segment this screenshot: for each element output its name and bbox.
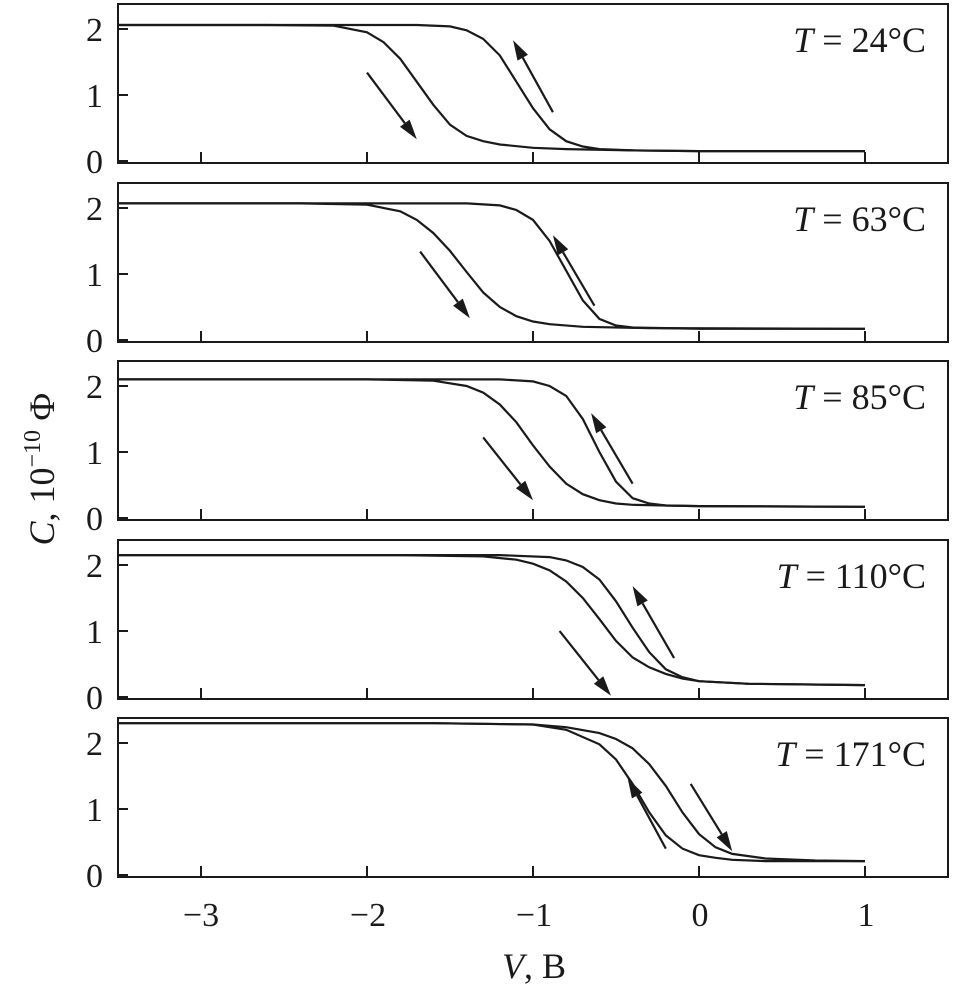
arrow-head: [515, 480, 533, 501]
y-tick-label: 1: [86, 78, 103, 115]
direction-arrow: [366, 71, 417, 140]
series-line: [118, 722, 865, 863]
arrow-shaft: [641, 602, 676, 659]
temperature-symbol: T: [775, 734, 798, 774]
arrow-head: [593, 676, 611, 696]
direction-arrow: [689, 783, 733, 852]
y-tick-label: 2: [86, 12, 103, 49]
arrow-shaft: [482, 436, 522, 486]
temperature-symbol: T: [793, 199, 816, 239]
panel: 0 1 2 T = 110°C: [86, 539, 949, 717]
x-tick-label: 1: [858, 897, 875, 934]
series-line: [118, 23, 865, 153]
y-tick-label: 2: [86, 369, 103, 406]
direction-arrow: [482, 436, 533, 501]
y-tick-label: 2: [86, 548, 103, 585]
x-tick-label: 0: [692, 897, 709, 934]
x-tick-label: −2: [350, 897, 386, 934]
y-tick-label: 1: [86, 614, 103, 651]
panel: 0 1 2 T = 85°C: [86, 360, 949, 538]
temperature-symbol: T: [793, 20, 816, 60]
temperature-symbol: T: [793, 377, 816, 417]
temperature-value: = 85°C: [813, 377, 926, 417]
direction-arrow: [419, 250, 470, 319]
y-tick-label: 2: [86, 726, 103, 763]
direction-arrow: [632, 586, 676, 659]
arrow-shaft: [558, 630, 600, 681]
temperature-label: T = 24°C: [793, 20, 926, 60]
temperature-symbol: T: [777, 556, 800, 596]
panel: 0 1 2 T = 63°C: [86, 182, 949, 360]
x-tick-labels: −3 −2 −1 0 1: [183, 897, 875, 934]
arrow-shaft: [521, 57, 554, 113]
arrow-head: [513, 40, 528, 61]
arrow-head: [627, 778, 643, 799]
temperature-value: = 110°C: [797, 556, 926, 596]
y-tick-label: 0: [86, 680, 103, 717]
arrow-shaft: [689, 783, 723, 835]
temperature-value: = 24°C: [813, 20, 926, 60]
x-axis-symbol: V: [502, 946, 528, 986]
series-line: [118, 722, 866, 863]
arrow-head: [400, 119, 417, 140]
x-axis-label: V, В: [502, 946, 566, 986]
series-line: [118, 202, 866, 330]
temperature-label: T = 85°C: [793, 377, 926, 417]
series-line: [118, 378, 866, 508]
temperature-value: = 171°C: [795, 734, 926, 774]
y-tick-label: 0: [86, 144, 103, 181]
temperature-label: T = 171°C: [775, 734, 926, 774]
series-line: [118, 23, 865, 153]
y-tick-label: 2: [86, 191, 103, 228]
panels-layer: 0 1 2 T = 24°C 0 1 2 T = 63°C 0 1 2 T = 85°C 0 1 2 T = …: [86, 3, 949, 895]
direction-arrow: [627, 778, 667, 850]
panel: 0 1 2 T = 171°C: [86, 717, 949, 895]
y-axis-symbol: C: [22, 521, 62, 546]
arrow-shaft: [636, 795, 667, 850]
direction-arrow: [591, 413, 634, 485]
direction-arrow: [552, 235, 596, 307]
arrow-head: [632, 586, 648, 607]
y-tick-label: 1: [86, 257, 103, 294]
y-tick-label: 0: [86, 323, 103, 360]
series-line: [118, 202, 865, 330]
y-axis-unit: , 10: [22, 467, 62, 521]
y-tick-label: 0: [86, 858, 103, 895]
arrow-head: [716, 831, 733, 852]
panel: 0 1 2 T = 24°C: [86, 3, 949, 181]
x-axis-unit: , В: [524, 946, 566, 986]
series-line: [118, 378, 866, 508]
direction-arrow: [558, 630, 611, 696]
arrow-shaft: [366, 71, 406, 124]
y-axis-unit-suffix: Ф: [22, 392, 62, 429]
y-tick-label: 0: [86, 501, 103, 538]
arrow-shaft: [419, 250, 459, 303]
series-line: [118, 554, 866, 687]
y-axis-label: C, 10−10 Ф: [20, 392, 62, 545]
series-line: [118, 554, 866, 687]
y-tick-label: 1: [86, 435, 103, 472]
temperature-label: T = 110°C: [777, 556, 926, 596]
arrow-shaft: [600, 429, 634, 485]
x-tick-label: −1: [516, 897, 552, 934]
direction-arrow: [513, 40, 554, 113]
x-tick-label: −3: [183, 897, 219, 934]
temperature-label: T = 63°C: [793, 199, 926, 239]
y-tick-label: 1: [86, 792, 103, 829]
temperature-value: = 63°C: [813, 199, 926, 239]
arrow-head: [453, 298, 470, 319]
arrow-shaft: [562, 251, 596, 307]
arrow-head: [591, 413, 607, 434]
y-axis-exponent: −10: [20, 430, 46, 468]
arrow-head: [552, 235, 569, 256]
